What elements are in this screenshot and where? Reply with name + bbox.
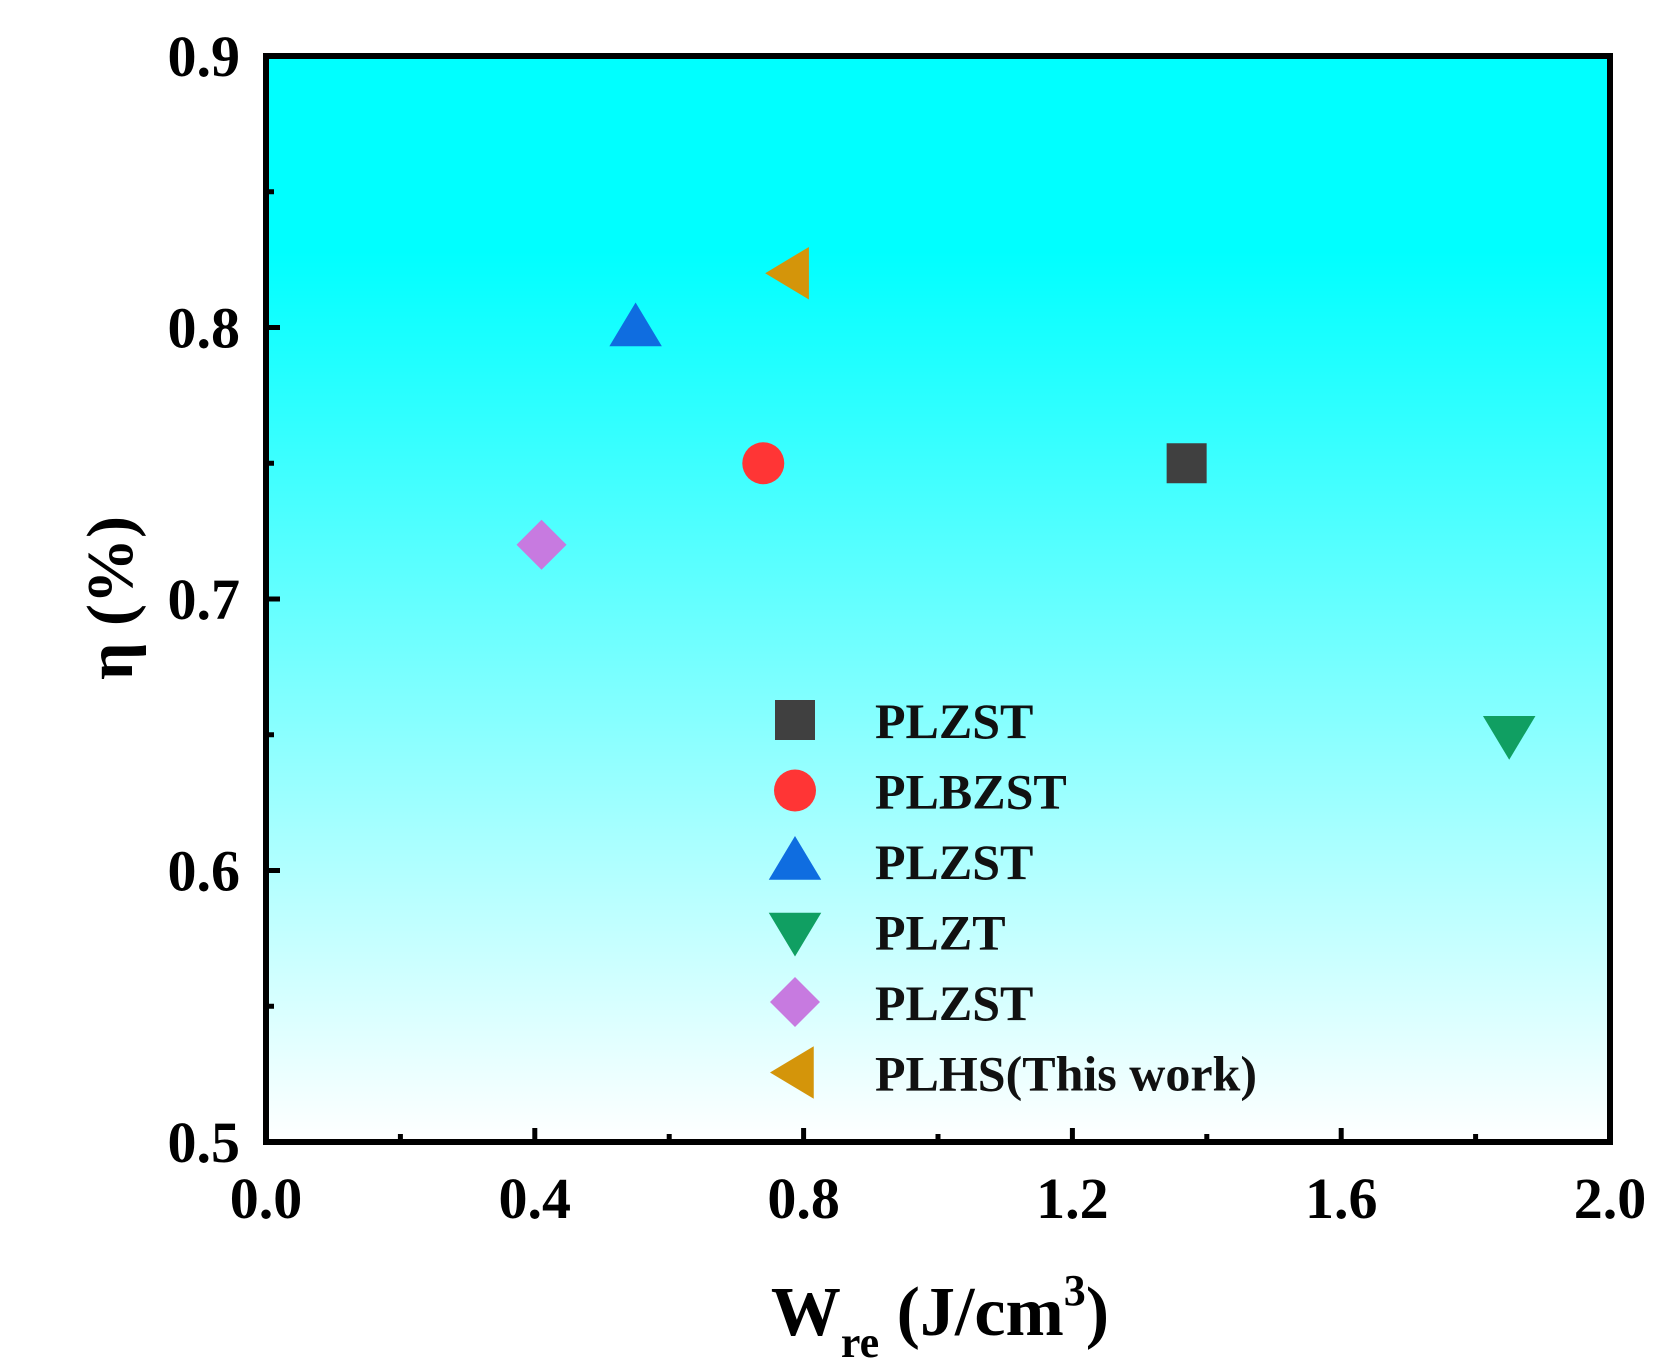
plot-area-background: [266, 56, 1610, 1142]
x-axis-title-sup: 3: [1064, 1266, 1086, 1315]
y-tick-labels: 0.5 0.6 0.7 0.8 0.9: [168, 24, 241, 1175]
x-axis-title-close: ): [1086, 1274, 1109, 1351]
y-tick-label: 0.6: [168, 839, 241, 904]
legend-marker-circle: [774, 769, 816, 812]
data-point-2-circle: [742, 442, 785, 485]
data-point-3-triangle-up: [609, 302, 662, 347]
x-tick-label: 2.0: [1574, 1166, 1647, 1231]
x-axis-title: Wre (J/cm3): [771, 1266, 1109, 1364]
legend-marker-triangle-up: [768, 836, 822, 880]
legend-label: PLZST: [875, 834, 1033, 890]
x-tick-label: 0.8: [767, 1166, 840, 1231]
x-tick-label: 1.6: [1305, 1166, 1378, 1231]
x-axis-title-sub: re: [841, 1318, 879, 1364]
data-point-6-triangle-left: [765, 246, 809, 300]
x-axis-title-unit: (J/cm: [879, 1274, 1064, 1351]
y-tick-label: 0.9: [168, 24, 241, 89]
data-markers: [516, 246, 1536, 760]
legend-label: PLBZST: [875, 764, 1067, 820]
x-tick-label: 0.0: [230, 1166, 303, 1231]
legend-marker-triangle-left: [770, 1046, 814, 1099]
x-tick-label: 1.2: [1036, 1166, 1109, 1231]
data-point-4-triangle-down: [1482, 716, 1536, 760]
legend-label: PLHS(This work): [875, 1046, 1257, 1102]
y-axis-title: η (%): [74, 516, 147, 680]
legend-label: PLZST: [875, 975, 1033, 1031]
y-tick-label: 0.5: [168, 1110, 241, 1175]
data-point-5-diamond: [516, 519, 567, 570]
x-axis-title-main: W: [771, 1274, 841, 1351]
y-tick-label: 0.8: [168, 296, 241, 361]
x-tick-labels: 0.0 0.4 0.8 1.2 1.6 2.0: [230, 1166, 1647, 1231]
y-tick-label: 0.7: [168, 567, 241, 632]
data-point-1-square: [1166, 443, 1207, 484]
legend-label: PLZST: [875, 693, 1033, 749]
legend-label: PLZT: [875, 905, 1006, 961]
legend-marker-diamond: [770, 977, 820, 1027]
x-tick-label: 0.4: [499, 1166, 572, 1231]
plot-frame: [263, 53, 1613, 1145]
legend: PLZST PLBZST PLZST PLZT PLZST PLHS(This work): [768, 693, 1257, 1102]
legend-marker-square: [775, 700, 815, 740]
legend-marker-triangle-down: [768, 912, 822, 957]
